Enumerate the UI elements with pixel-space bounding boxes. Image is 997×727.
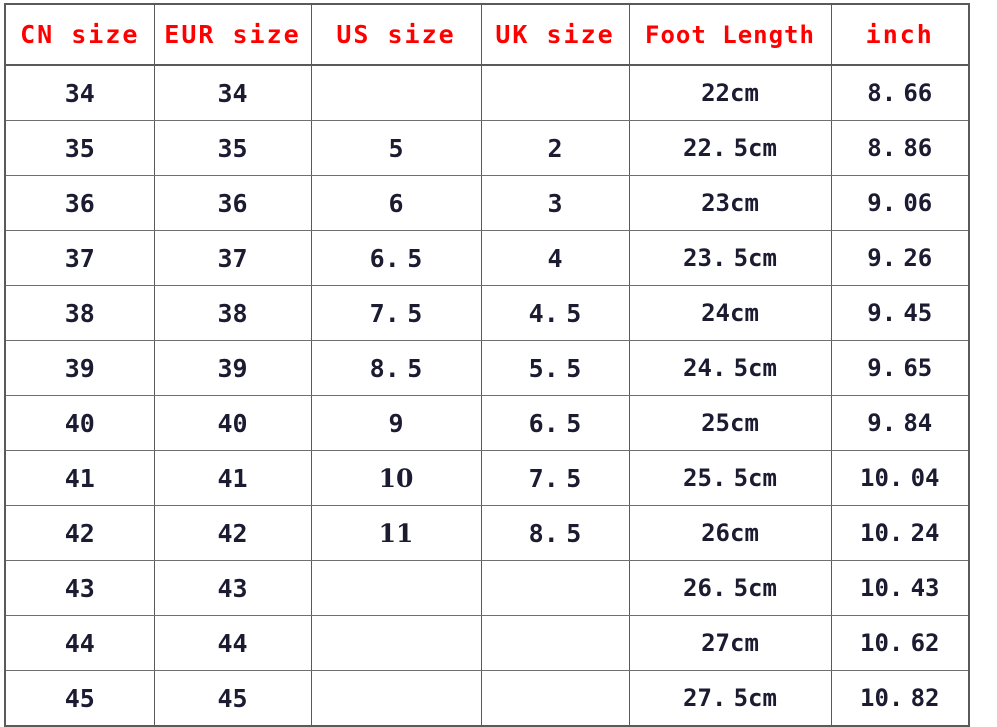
cell-uk-size: [480, 560, 630, 616]
cell-inch: 10. 43: [830, 560, 970, 616]
cell-inch: 9. 84: [830, 395, 970, 451]
table-header-row: CN size EUR size US size UK size Foot Le…: [4, 3, 970, 66]
cell-cn-size: 38: [4, 285, 155, 341]
table-row: 41 41 10 7. 5 25. 5cm 10. 04: [4, 450, 970, 506]
cell-foot-length: 27cm: [628, 615, 832, 671]
cell-foot-length: 23cm: [628, 175, 832, 231]
column-header-uk-size: UK size: [480, 3, 630, 66]
cell-cn-size: 40: [4, 395, 155, 451]
cell-inch: 8. 66: [830, 64, 970, 121]
cell-us-size: 8. 5: [310, 340, 482, 396]
table-row: 34 34 22cm 8. 66: [4, 64, 970, 121]
cell-foot-length: 26cm: [628, 505, 832, 561]
cell-cn-size: 36: [4, 175, 155, 231]
size-chart-container: CN size EUR size US size UK size Foot Le…: [4, 3, 970, 727]
cell-cn-size: 42: [4, 505, 155, 561]
cell-uk-size: [480, 64, 630, 121]
cell-cn-size: 41: [4, 450, 155, 506]
cell-eur-size: 36: [153, 175, 312, 231]
cell-inch: 9. 06: [830, 175, 970, 231]
cell-cn-size: 34: [4, 64, 155, 121]
cell-cn-size: 44: [4, 615, 155, 671]
cell-us-size: 6. 5: [310, 230, 482, 286]
cell-foot-length: 25cm: [628, 395, 832, 451]
cell-inch: 10. 24: [830, 505, 970, 561]
cell-inch: 9. 45: [830, 285, 970, 341]
cell-eur-size: 38: [153, 285, 312, 341]
table-row: 37 37 6. 5 4 23. 5cm 9. 26: [4, 230, 970, 286]
table-row: 39 39 8. 5 5. 5 24. 5cm 9. 65: [4, 340, 970, 396]
table-row: 35 35 5 2 22. 5cm 8. 86: [4, 120, 970, 176]
table-head: CN size EUR size US size UK size Foot Le…: [4, 3, 970, 66]
cell-eur-size: 34: [153, 64, 312, 121]
column-header-foot-length: Foot Length: [628, 3, 832, 66]
cell-uk-size: 4. 5: [480, 285, 630, 341]
cell-inch: 10. 62: [830, 615, 970, 671]
table-row: 45 45 27. 5cm 10. 82: [4, 670, 970, 727]
cell-us-size: 10: [310, 450, 482, 506]
column-header-cn-size: CN size: [4, 3, 155, 66]
cell-inch: 8. 86: [830, 120, 970, 176]
cell-eur-size: 42: [153, 505, 312, 561]
table-body: 34 34 22cm 8. 66 35 35 5 2 22. 5cm 8. 86 36 36 6 3 23cm 9.…: [4, 64, 970, 727]
cell-foot-length: 22cm: [628, 64, 832, 121]
cell-uk-size: 4: [480, 230, 630, 286]
cell-uk-size: 6. 5: [480, 395, 630, 451]
cell-uk-size: 7. 5: [480, 450, 630, 506]
cell-us-size: 7. 5: [310, 285, 482, 341]
cell-uk-size: [480, 615, 630, 671]
cell-cn-size: 37: [4, 230, 155, 286]
column-header-inch: inch: [830, 3, 970, 66]
cell-eur-size: 37: [153, 230, 312, 286]
cell-inch: 10. 04: [830, 450, 970, 506]
shoe-size-conversion-table: CN size EUR size US size UK size Foot Le…: [4, 3, 970, 727]
cell-inch: 9. 65: [830, 340, 970, 396]
cell-cn-size: 39: [4, 340, 155, 396]
cell-cn-size: 43: [4, 560, 155, 616]
table-row: 43 43 26. 5cm 10. 43: [4, 560, 970, 616]
cell-us-size: [310, 615, 482, 671]
cell-eur-size: 40: [153, 395, 312, 451]
cell-us-size: 5: [310, 120, 482, 176]
table-row: 42 42 11 8. 5 26cm 10. 24: [4, 505, 970, 561]
column-header-us-size: US size: [310, 3, 482, 66]
cell-foot-length: 25. 5cm: [628, 450, 832, 506]
cell-inch: 9. 26: [830, 230, 970, 286]
cell-eur-size: 43: [153, 560, 312, 616]
cell-eur-size: 45: [153, 670, 312, 727]
cell-us-size: [310, 64, 482, 121]
cell-foot-length: 26. 5cm: [628, 560, 832, 616]
cell-foot-length: 22. 5cm: [628, 120, 832, 176]
table-row: 44 44 27cm 10. 62: [4, 615, 970, 671]
table-row: 36 36 6 3 23cm 9. 06: [4, 175, 970, 231]
cell-eur-size: 39: [153, 340, 312, 396]
cell-eur-size: 44: [153, 615, 312, 671]
cell-uk-size: 2: [480, 120, 630, 176]
cell-foot-length: 27. 5cm: [628, 670, 832, 727]
cell-cn-size: 45: [4, 670, 155, 727]
cell-uk-size: 8. 5: [480, 505, 630, 561]
cell-us-size: 11: [310, 505, 482, 561]
table-row: 40 40 9 6. 5 25cm 9. 84: [4, 395, 970, 451]
cell-inch: 10. 82: [830, 670, 970, 727]
cell-uk-size: 5. 5: [480, 340, 630, 396]
table-row: 38 38 7. 5 4. 5 24cm 9. 45: [4, 285, 970, 341]
cell-foot-length: 24. 5cm: [628, 340, 832, 396]
cell-uk-size: 3: [480, 175, 630, 231]
cell-us-size: 6: [310, 175, 482, 231]
cell-us-size: [310, 670, 482, 727]
cell-uk-size: [480, 670, 630, 727]
cell-foot-length: 23. 5cm: [628, 230, 832, 286]
cell-cn-size: 35: [4, 120, 155, 176]
column-header-eur-size: EUR size: [153, 3, 312, 66]
cell-us-size: 9: [310, 395, 482, 451]
cell-us-size: [310, 560, 482, 616]
cell-eur-size: 41: [153, 450, 312, 506]
cell-eur-size: 35: [153, 120, 312, 176]
cell-foot-length: 24cm: [628, 285, 832, 341]
